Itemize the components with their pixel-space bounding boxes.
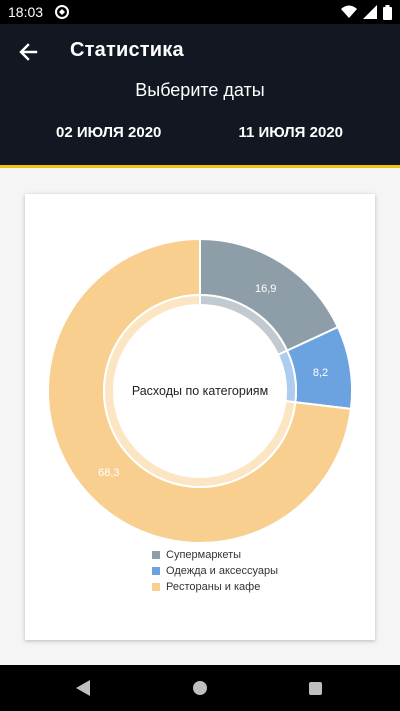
arrow-back-icon [19,43,38,61]
circle-home-icon[interactable] [193,681,207,695]
status-time: 18:03 [8,4,44,20]
triangle-back-icon[interactable] [75,679,91,697]
legend-swatch [152,583,160,591]
slice-value-label: 8,2 [313,367,328,379]
legend-label: Рестораны и кафе [166,581,261,593]
slice-value-label: 16,9 [255,283,276,295]
status-icons [341,4,392,20]
app-header: Статистика Выберите даты 02 ИЮЛЯ 2020 11… [0,24,400,168]
wifi-icon [341,5,357,18]
page-title: Статистика [70,39,184,61]
legend-label: Одежда и аксессуары [166,565,279,577]
legend-label: Супермаркеты [166,549,242,561]
system-nav-bar [0,665,400,711]
donut-slice-inner-band [103,293,297,488]
legend-swatch [152,551,160,559]
legend-item-restaurants: Рестораны и кафе [152,579,278,595]
legend-item-clothing: Одежда и аксессуары [152,563,278,579]
signal-icon [363,5,377,19]
status-bar: 18:03 [0,0,400,24]
date-to-picker[interactable]: 11 ИЮЛЯ 2020 [238,124,343,141]
square-recents-icon[interactable] [309,682,322,695]
donut-chart: 16,9 8,2 68,3 Расходы по категориям [47,237,353,544]
legend-item-supermarkets: Супермаркеты [152,547,278,563]
chart-legend: Супермаркеты Одежда и аксессуары Рестора… [152,547,278,595]
chart-card: 16,9 8,2 68,3 Расходы по категориям Суперм… [25,194,375,640]
select-dates-label: Выберите даты [135,80,265,100]
date-from-picker[interactable]: 02 ИЮЛЯ 2020 [56,124,162,141]
slice-value-label: 68,3 [98,467,119,479]
battery-icon [383,4,392,20]
chart-center-title: Расходы по категориям [132,384,268,398]
back-button[interactable] [14,38,42,66]
app-notification-icon [55,5,69,19]
legend-swatch [152,567,160,575]
